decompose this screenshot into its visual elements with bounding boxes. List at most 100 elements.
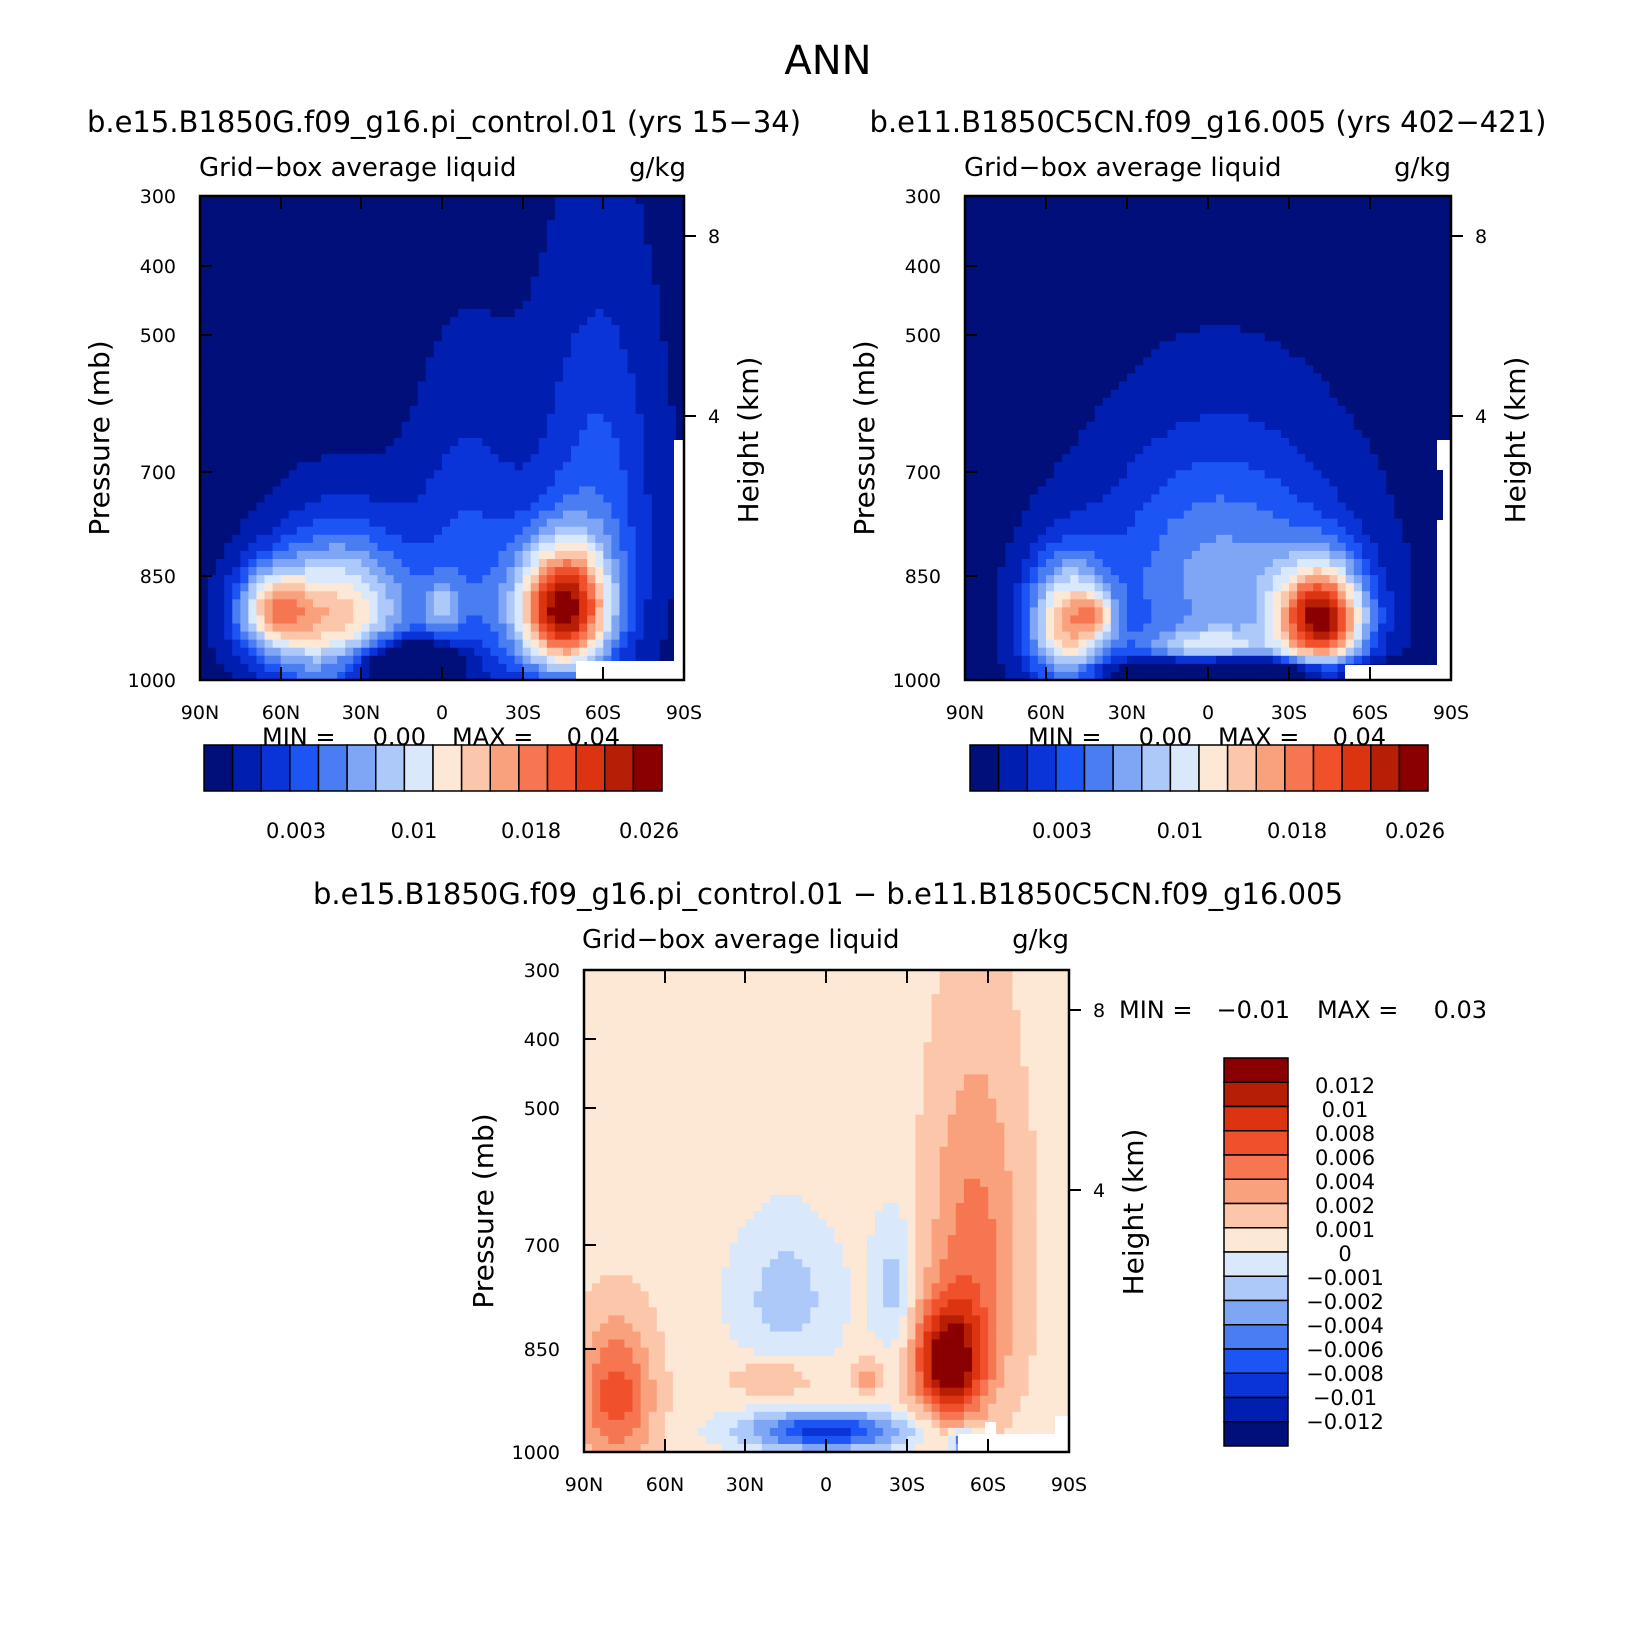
heatmap-cell	[603, 534, 612, 544]
heatmap-cell	[1118, 284, 1128, 294]
heatmap-cell	[1078, 212, 1088, 221]
heatmap-cell	[1005, 308, 1015, 318]
heatmap-cell	[312, 284, 322, 294]
heatmap-cell	[1313, 196, 1322, 205]
heatmap-cell	[563, 413, 572, 423]
heatmap-cell	[272, 575, 282, 584]
heatmap-cell	[1191, 252, 1201, 262]
heatmap-cell	[256, 599, 266, 608]
heatmap-cell	[482, 478, 491, 487]
heatmap-cell	[498, 663, 508, 673]
heatmap-cell	[579, 196, 588, 205]
heatmap-cell	[1394, 308, 1403, 318]
heatmap-cell	[224, 405, 233, 415]
heatmap-cell	[1208, 236, 1217, 245]
heatmap-cell	[1394, 212, 1403, 221]
heatmap-cell	[546, 236, 556, 245]
heatmap-cell	[498, 478, 508, 487]
heatmap-cell	[587, 470, 596, 479]
heatmap-cell	[579, 252, 588, 262]
heatmap-cell	[385, 276, 395, 286]
heatmap-cell	[409, 639, 419, 649]
heatmap-cell	[538, 204, 548, 213]
heatmap-cell	[304, 607, 314, 617]
heatmap-cell	[546, 607, 556, 617]
heatmap-cell	[450, 276, 459, 286]
heatmap-cell	[256, 478, 266, 487]
heatmap-cell	[563, 333, 572, 342]
heatmap-cell	[1102, 196, 1112, 205]
heatmap-cell	[619, 462, 629, 471]
heatmap-cell	[450, 373, 459, 383]
heatmap-cell	[554, 502, 564, 512]
heatmap-cell	[579, 308, 588, 318]
heatmap-cell	[1426, 349, 1436, 358]
heatmap-cell	[1013, 228, 1023, 237]
heatmap-cell	[514, 486, 524, 496]
heatmap-cell	[563, 429, 572, 439]
heatmap-cell	[1094, 236, 1104, 245]
heatmap-cell	[490, 244, 500, 254]
heatmap-cell	[264, 623, 274, 633]
heatmap-cell	[490, 429, 500, 439]
heatmap-cell	[554, 599, 564, 608]
heatmap-cell	[635, 349, 645, 358]
heatmap-cell	[1208, 196, 1217, 205]
heatmap-cell	[1037, 228, 1047, 237]
heatmap-cell	[530, 655, 540, 665]
heatmap-cell	[611, 373, 621, 383]
heatmap-cell	[563, 373, 572, 383]
heatmap-cell	[538, 550, 548, 560]
heatmap-cell	[579, 365, 588, 375]
heatmap-cell	[1102, 292, 1112, 302]
heatmap-cell	[1054, 333, 1063, 342]
heatmap-cell	[417, 575, 427, 584]
heatmap-cell	[1224, 268, 1233, 278]
heatmap-cell	[627, 607, 637, 617]
heatmap-cell	[442, 647, 451, 657]
heatmap-cell	[329, 196, 338, 205]
heatmap-cell	[200, 228, 209, 237]
heatmap-cell	[353, 349, 362, 358]
heatmap-cell	[1118, 196, 1128, 205]
heatmap-cell	[1135, 292, 1144, 302]
heatmap-cell	[514, 647, 524, 657]
heatmap-cell	[264, 292, 274, 302]
heatmap-cell	[466, 510, 475, 520]
heatmap-cell	[377, 373, 387, 383]
heatmap-cell	[208, 446, 217, 455]
heatmap-cell	[1418, 292, 1428, 302]
heatmap-cell	[1321, 317, 1331, 326]
heatmap-cell	[989, 357, 998, 366]
heatmap-cell	[288, 510, 298, 520]
heatmap-cell	[224, 526, 233, 536]
heatmap-cell	[490, 486, 500, 496]
heatmap-cell	[603, 615, 612, 625]
heatmap-cell	[361, 308, 370, 318]
heatmap-cell	[530, 559, 540, 568]
heatmap-cell	[1013, 373, 1023, 383]
heatmap-cell	[369, 647, 379, 657]
heatmap-cell	[361, 228, 370, 237]
heatmap-cell	[409, 308, 419, 318]
heatmap-cell	[627, 446, 637, 455]
heatmap-cell	[458, 542, 467, 552]
heatmap-cell	[1378, 325, 1387, 334]
heatmap-cell	[401, 663, 411, 673]
heatmap-cell	[256, 607, 266, 617]
heatmap-cell	[514, 429, 524, 439]
heatmap-cell	[643, 357, 653, 366]
heatmap-cell	[1280, 308, 1290, 318]
heatmap-cell	[506, 357, 516, 366]
heatmap-cell	[240, 655, 249, 665]
heatmap-cell	[1021, 365, 1031, 375]
heatmap-cell	[442, 542, 451, 552]
heatmap-cell	[643, 454, 653, 463]
heatmap-cell	[329, 510, 338, 520]
heatmap-cell	[989, 373, 998, 383]
heatmap-cell	[1240, 284, 1250, 294]
heatmap-cell	[1054, 308, 1063, 318]
heatmap-cell	[1118, 317, 1128, 326]
heatmap-cell	[1086, 373, 1096, 383]
heatmap-cell	[1078, 357, 1088, 366]
